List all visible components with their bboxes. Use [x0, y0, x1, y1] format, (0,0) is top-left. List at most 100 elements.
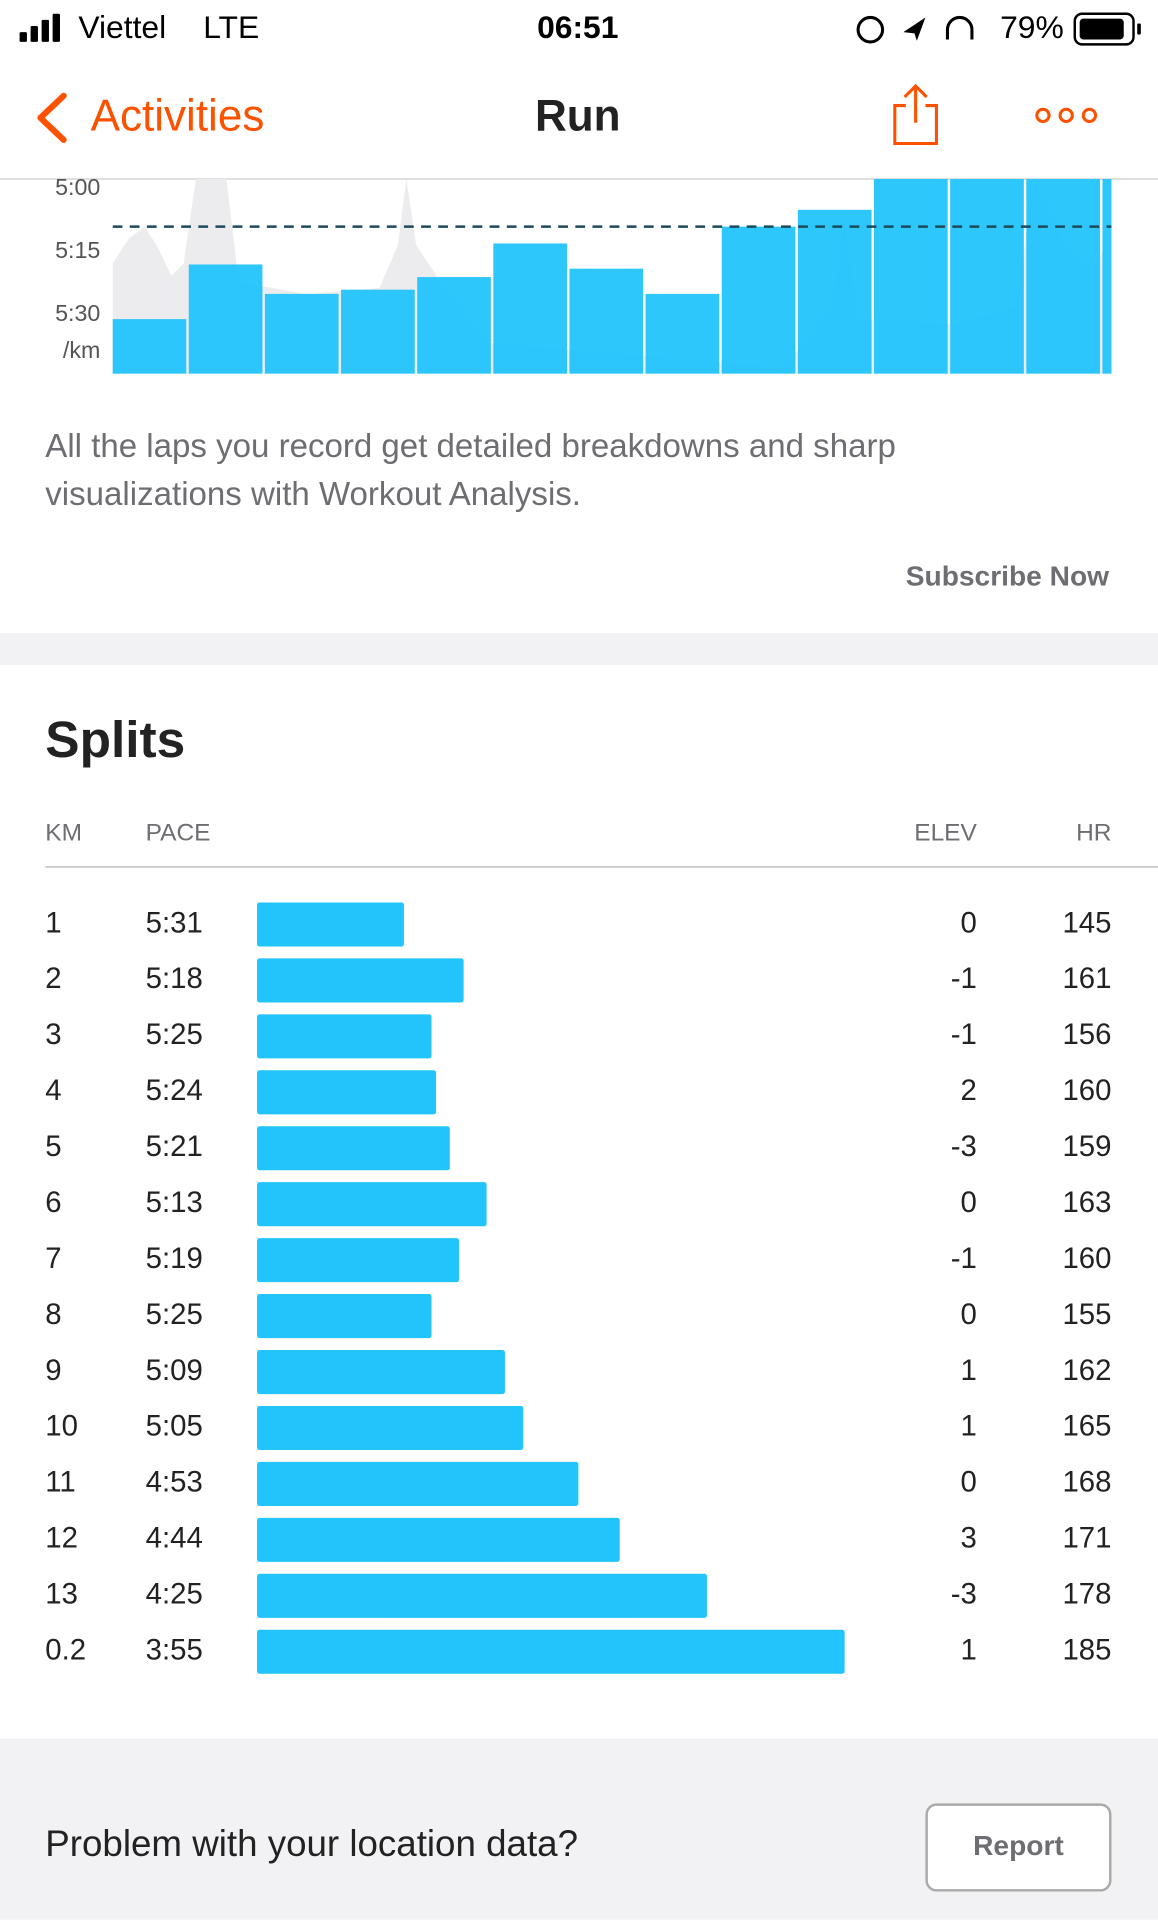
- split-hr: 162: [1062, 1354, 1111, 1387]
- section-separator: [0, 633, 1158, 665]
- lap-bar: [417, 277, 491, 374]
- split-hr: 178: [1062, 1578, 1111, 1611]
- y-tick-label: 5:00: [55, 174, 100, 200]
- network: LTE: [203, 9, 259, 45]
- split-pace: 5:21: [146, 1130, 203, 1163]
- nav-title: Run: [535, 92, 621, 141]
- split-km: 7: [45, 1242, 61, 1275]
- split-elev: -3: [951, 1578, 977, 1611]
- signal-icon: [19, 13, 60, 42]
- report-text: Problem with your location data?: [45, 1823, 578, 1864]
- split-elev: -1: [951, 1018, 977, 1051]
- split-elev: -1: [951, 962, 977, 995]
- split-km: 12: [45, 1522, 78, 1555]
- split-pace: 5:13: [146, 1186, 203, 1219]
- clock: 06:51: [537, 9, 618, 45]
- pace-bar: [257, 1070, 437, 1115]
- more-button[interactable]: [1035, 107, 1098, 124]
- split-km: 6: [45, 1186, 61, 1219]
- upsell-text: All the laps you record get detailed bre…: [45, 428, 896, 465]
- pace-bar: [257, 1405, 524, 1451]
- split-hr: 161: [1062, 962, 1111, 995]
- split-hr: 163: [1062, 1186, 1111, 1219]
- split-pace: 5:25: [146, 1018, 203, 1051]
- split-km: 11: [45, 1466, 75, 1499]
- split-hr: 171: [1062, 1522, 1111, 1555]
- lap-bar: [264, 293, 339, 374]
- upsell-text: visualizations with Workout Analysis.: [45, 476, 581, 513]
- pace-bar: [257, 1629, 845, 1674]
- split-pace: 5:18: [146, 962, 203, 995]
- back-button[interactable]: Activities: [91, 92, 265, 141]
- status-icons: [856, 15, 974, 44]
- split-km: 8: [45, 1298, 61, 1331]
- split-elev: 3: [960, 1522, 976, 1555]
- split-pace: 4:44: [146, 1522, 203, 1555]
- split-elev: 1: [960, 1634, 976, 1667]
- pace-bar: [257, 1238, 460, 1283]
- column-header: PACE: [146, 819, 211, 846]
- split-elev: 1: [960, 1410, 976, 1443]
- battery-icon: [1073, 12, 1141, 46]
- report-button-label[interactable]: Report: [973, 1830, 1064, 1861]
- share-button[interactable]: [893, 83, 938, 146]
- split-pace: 4:53: [146, 1466, 203, 1499]
- column-header: KM: [45, 819, 82, 846]
- subscribe-button[interactable]: Subscribe Now: [906, 561, 1109, 592]
- pace-bar: [257, 1126, 450, 1171]
- split-hr: 168: [1062, 1466, 1111, 1499]
- carrier: Viettel: [78, 9, 166, 45]
- split-pace: 5:09: [146, 1354, 203, 1387]
- split-pace: 5:19: [146, 1242, 203, 1275]
- split-hr: 185: [1062, 1634, 1111, 1667]
- split-km: 4: [45, 1074, 61, 1107]
- y-tick-label: 5:15: [55, 237, 100, 263]
- split-elev: 0: [960, 1186, 976, 1219]
- split-hr: 165: [1062, 1410, 1111, 1443]
- split-elev: 1: [960, 1354, 976, 1387]
- pace-bar: [257, 1573, 707, 1618]
- lap-bar: [188, 264, 263, 374]
- pace-bar: [257, 1294, 432, 1339]
- pace-bar: [257, 1182, 487, 1227]
- lap-bar: [493, 243, 568, 374]
- split-elev: -3: [951, 1130, 977, 1163]
- splits-title: Splits: [45, 710, 185, 768]
- pace-bar: [257, 1517, 620, 1562]
- split-pace: 3:55: [146, 1634, 203, 1667]
- y-tick-label: 5:30: [55, 300, 100, 326]
- split-pace: 5:24: [146, 1074, 203, 1107]
- split-km: 13: [45, 1578, 78, 1611]
- column-header: ELEV: [914, 819, 977, 846]
- report-button[interactable]: [925, 1803, 1112, 1892]
- split-hr: 160: [1062, 1074, 1111, 1107]
- split-elev: -1: [951, 1242, 977, 1275]
- lap-bar: [112, 319, 187, 374]
- split-hr: 160: [1062, 1242, 1111, 1275]
- lap-bar: [874, 179, 948, 374]
- pace-bar: [257, 958, 464, 1003]
- lap-bar: [569, 268, 644, 374]
- split-elev: 2: [960, 1074, 976, 1107]
- battery-level: 79%: [1000, 9, 1064, 45]
- pace-bar: [257, 902, 404, 947]
- lap-bar: [341, 289, 415, 374]
- split-pace: 4:25: [146, 1578, 203, 1611]
- split-km: 2: [45, 962, 61, 995]
- lap-bar: [797, 209, 872, 374]
- lap-bar: [1026, 179, 1100, 374]
- pace-bar: [257, 1014, 432, 1059]
- column-header: HR: [1076, 819, 1111, 846]
- split-hr: 159: [1062, 1130, 1111, 1163]
- back-chevron[interactable]: [37, 92, 67, 143]
- split-hr: 155: [1062, 1298, 1111, 1331]
- split-hr: 145: [1062, 906, 1111, 939]
- split-km: 3: [45, 1018, 61, 1051]
- split-hr: 156: [1062, 1018, 1111, 1051]
- split-km: 9: [45, 1354, 61, 1387]
- split-km: 0.2: [45, 1634, 86, 1667]
- split-elev: 0: [960, 1298, 976, 1331]
- split-pace: 5:31: [146, 906, 203, 939]
